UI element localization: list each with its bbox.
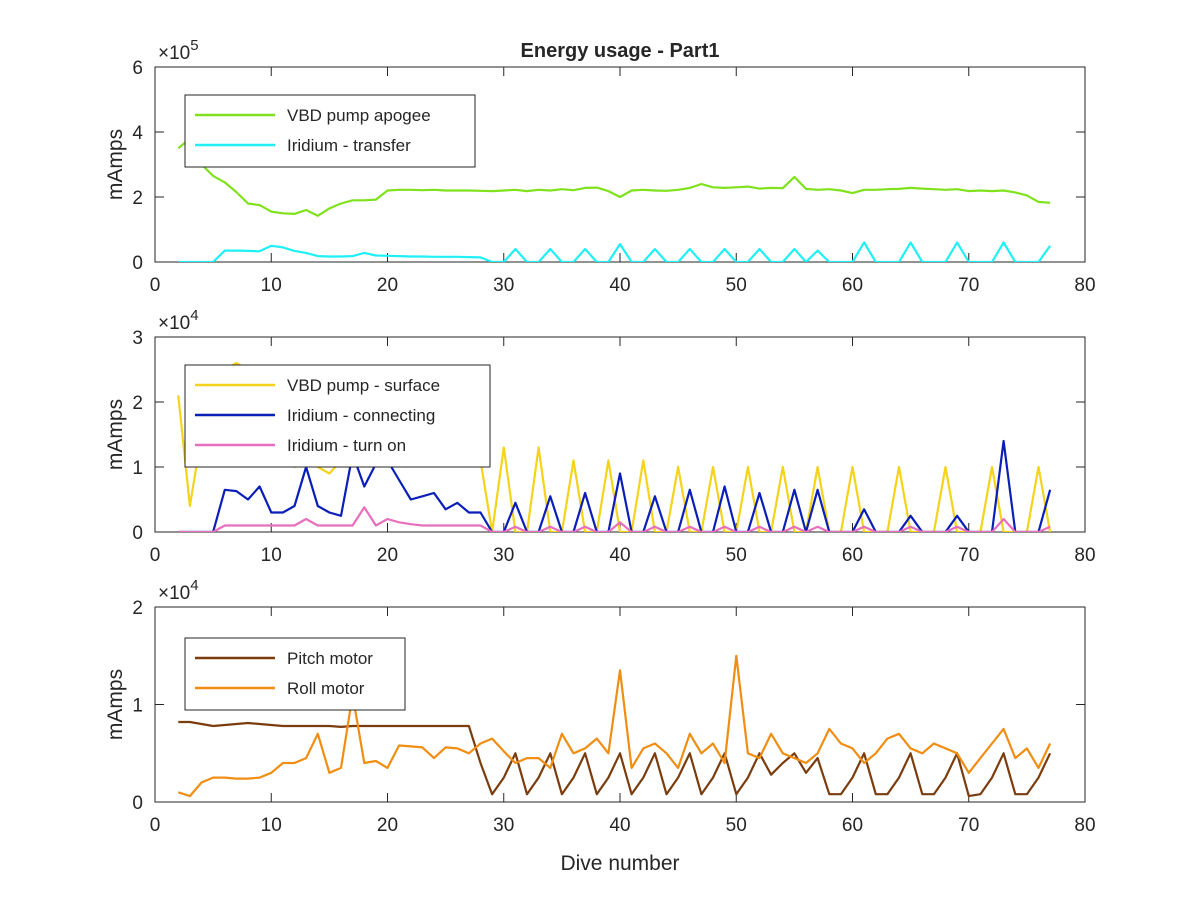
series-line-2-3: [178, 506, 1051, 532]
x-tick-label: 0: [150, 275, 161, 296]
y-axis-label: mAmps: [104, 129, 127, 200]
chart-title: Energy usage - Part1: [521, 40, 720, 62]
x-tick-label: 40: [609, 275, 630, 296]
legend-entry: Pitch motor: [287, 649, 373, 668]
x-tick-label: 10: [261, 815, 282, 836]
x-tick-label: 10: [261, 545, 282, 566]
y-exponent-label: ×105: [158, 37, 199, 64]
y-exponent-label: ×104: [158, 577, 199, 604]
x-tick-label: 80: [1074, 815, 1095, 836]
legend-entry: Iridium - turn on: [287, 436, 406, 455]
y-axis-label: mAmps: [104, 399, 127, 470]
series-line-1-2: [178, 241, 1051, 262]
legend-entry: Iridium - connecting: [287, 406, 435, 425]
y-tick-label: 0: [132, 793, 143, 814]
y-tick-label: 1: [132, 696, 143, 717]
x-tick-label: 0: [150, 815, 161, 836]
legend-2: VBD pump - surface Iridium - connecting Ir…: [184, 364, 491, 468]
x-tick-label: 40: [609, 545, 630, 566]
legend-1: VBD pump apogee Iridium - transfer: [184, 94, 476, 168]
x-tick-label: 70: [958, 275, 979, 296]
legend-entry: VBD pump apogee: [287, 106, 431, 125]
y-tick-label: 2: [132, 393, 143, 414]
series-line-1-1: [177, 137, 1051, 217]
legend-entry: Iridium - transfer: [287, 136, 411, 155]
x-tick-label: 50: [726, 545, 747, 566]
x-tick-label: 30: [493, 275, 514, 296]
series-line-2-2: [178, 439, 1052, 532]
legend-entry: VBD pump - surface: [287, 376, 440, 395]
y-tick-label: 0: [132, 253, 143, 274]
x-tick-label: 20: [377, 545, 398, 566]
y-axis-label: mAmps: [104, 669, 127, 740]
x-tick-label: 50: [726, 815, 747, 836]
x-tick-label: 70: [958, 545, 979, 566]
y-tick-label: 2: [132, 188, 143, 209]
y-tick-label: 3: [132, 328, 143, 349]
x-tick-label: 60: [842, 815, 863, 836]
panel-2: 0 10 20 30 40 50 60 70 80 0 1 2 3 ×104 mAmps VBD pump -…: [104, 307, 1096, 566]
series-line-2-1: [177, 361, 1052, 532]
legend-3: Pitch motor Roll motor: [184, 637, 406, 711]
y-exponent-label: ×104: [158, 307, 199, 334]
y-tick-label: 1: [132, 458, 143, 479]
legend-box: [184, 94, 476, 168]
series-line-3-1: [178, 720, 1052, 798]
x-tick-label: 30: [493, 545, 514, 566]
x-tick-label: 70: [958, 815, 979, 836]
x-tick-label: 20: [377, 275, 398, 296]
series-line-3-2: [177, 654, 1052, 798]
x-tick-label: 80: [1074, 545, 1095, 566]
x-tick-label: 80: [1074, 275, 1095, 296]
x-tick-label: 50: [726, 275, 747, 296]
y-tick-label: 4: [132, 123, 143, 144]
x-tick-label: 0: [150, 545, 161, 566]
panel-3: 0 10 20 30 40 50 60 70 80 0 1 2 ×104 mAmps Pitch motor…: [104, 577, 1096, 836]
legend-box: [184, 637, 406, 711]
legend-entry: Roll motor: [287, 679, 365, 698]
y-tick-label: 0: [132, 523, 143, 544]
x-tick-label: 60: [842, 275, 863, 296]
x-tick-label: 20: [377, 815, 398, 836]
panel-1: 0 10 20 30 40 50 60 70 80 0 2 4 6 ×105 mAmps VBD pump a…: [104, 37, 1096, 296]
x-tick-label: 40: [609, 815, 630, 836]
x-tick-label: 10: [261, 275, 282, 296]
x-tick-label: 60: [842, 545, 863, 566]
y-tick-label: 6: [132, 58, 143, 79]
x-axis-label: Dive number: [560, 852, 679, 875]
x-tick-label: 30: [493, 815, 514, 836]
y-tick-label: 2: [132, 598, 143, 619]
